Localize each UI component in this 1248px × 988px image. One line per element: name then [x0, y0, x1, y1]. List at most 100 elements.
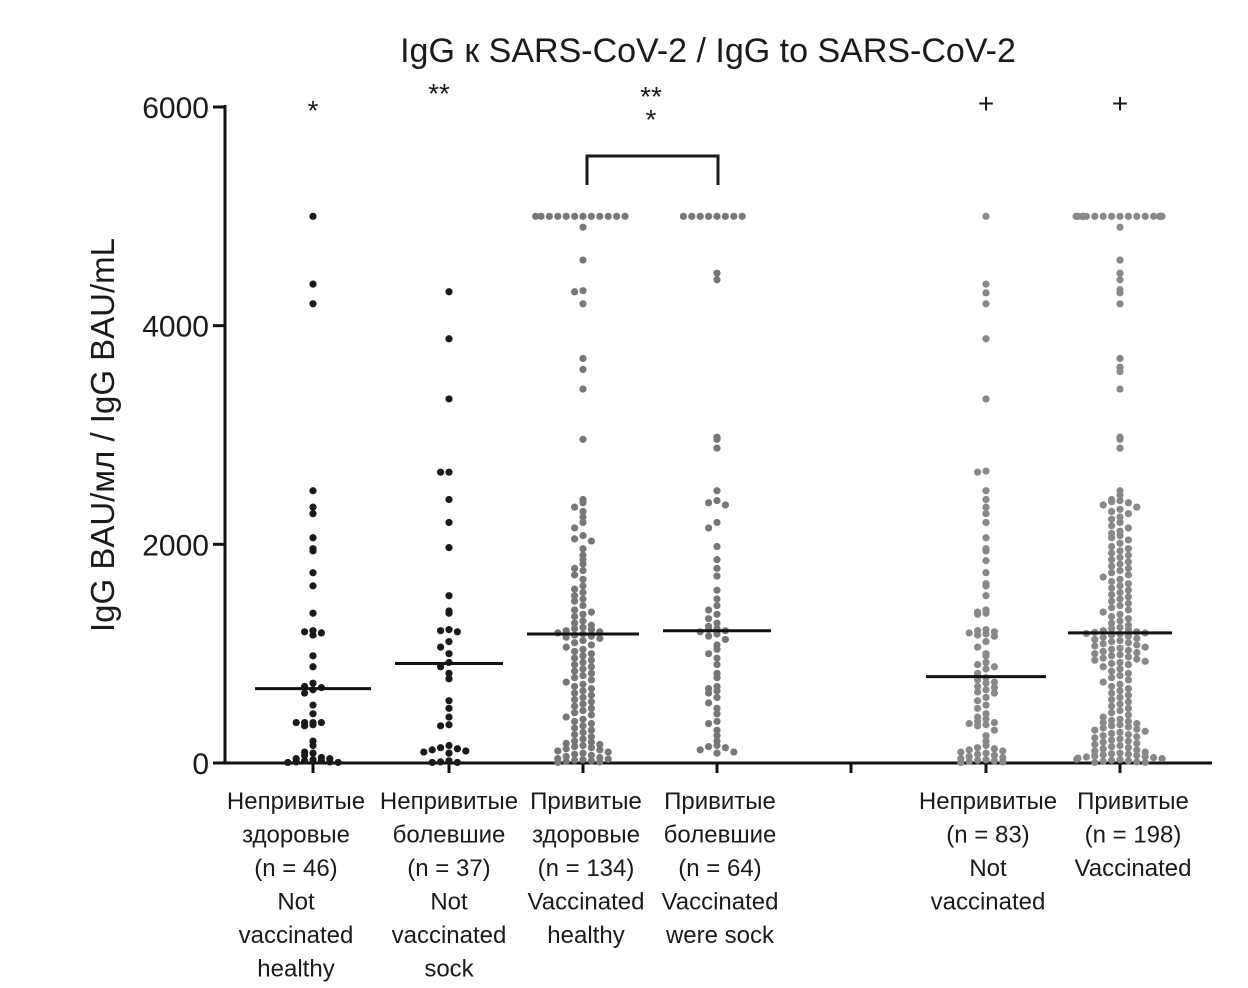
- axes: [223, 105, 1212, 773]
- data-point: [1108, 729, 1116, 738]
- data-point: [1099, 654, 1107, 662]
- chart-title: IgG к SARS-CoV-2 / IgG to SARS-CoV-2: [400, 32, 1016, 70]
- data-point: [1124, 586, 1132, 594]
- data-point: [713, 661, 721, 669]
- data-point: [1108, 716, 1116, 724]
- category-label-line: Vaccinated: [662, 889, 779, 916]
- data-point: [1108, 709, 1116, 717]
- data-point: [579, 652, 587, 660]
- data-point: [705, 212, 713, 220]
- data-point: [1108, 498, 1116, 506]
- data-point: [579, 595, 587, 603]
- data-point: [965, 757, 973, 765]
- data-point: [713, 444, 721, 452]
- category-labels: Непривитые здоровые (n = 46) Not vaccinated h…: [227, 788, 1192, 983]
- data-point: [974, 697, 982, 705]
- data-point: [713, 654, 721, 662]
- data-point: [713, 595, 721, 603]
- data-point: [1099, 663, 1107, 671]
- data-point: [309, 212, 317, 220]
- data-point: [579, 287, 587, 295]
- data-point: [309, 300, 317, 308]
- data-point: [571, 724, 579, 732]
- data-point: [579, 749, 587, 757]
- data-point: [587, 650, 596, 658]
- data-point: [1116, 636, 1124, 645]
- data-point: [982, 665, 990, 673]
- data-point: [1116, 435, 1124, 443]
- data-point: [1133, 739, 1141, 747]
- data-point: [309, 609, 317, 617]
- data-point: [596, 634, 604, 642]
- data-point: [587, 537, 596, 545]
- data-point: [537, 212, 545, 220]
- data-point: [982, 630, 990, 638]
- data-point: [982, 652, 990, 660]
- data-point: [562, 678, 570, 686]
- data-point: [579, 601, 587, 610]
- data-point: [532, 212, 540, 220]
- data-point: [1099, 738, 1107, 746]
- data-point: [1091, 747, 1099, 755]
- data-point: [1108, 743, 1116, 751]
- data-point: [604, 212, 612, 220]
- data-point: [713, 674, 721, 682]
- data-point: [301, 751, 309, 759]
- data-point: [1116, 497, 1124, 505]
- data-point: [1116, 513, 1124, 521]
- data-point: [713, 572, 721, 580]
- data-point: [679, 212, 688, 220]
- data-point: [571, 288, 579, 296]
- data-point: [445, 609, 453, 617]
- data-point: [990, 745, 999, 753]
- data-point: [1091, 726, 1099, 734]
- data-point: [982, 335, 990, 343]
- data-point: [713, 497, 721, 505]
- data-point: [1141, 643, 1149, 651]
- data-point: [1091, 650, 1099, 658]
- data-point: [437, 468, 445, 476]
- data-point: [596, 758, 604, 766]
- data-point: [1124, 717, 1132, 726]
- significance-marker: **: [428, 78, 450, 109]
- data-point: [1116, 595, 1124, 603]
- data-point: [1116, 212, 1124, 220]
- data-point: [982, 693, 990, 702]
- data-point: [1133, 503, 1141, 511]
- data-point: [1124, 545, 1132, 553]
- category-label-line: Привитые: [530, 788, 642, 815]
- data-point: [974, 682, 982, 691]
- data-point: [309, 582, 317, 590]
- category-label-line: Непривитые: [227, 788, 365, 815]
- data-point: [1124, 615, 1132, 623]
- data-point: [1108, 659, 1116, 668]
- data-point: [1091, 758, 1099, 767]
- data-point: [1116, 693, 1124, 702]
- data-point: [579, 566, 587, 575]
- data-point: [705, 689, 713, 697]
- data-point: [1116, 680, 1124, 688]
- data-point: [579, 223, 587, 231]
- data-point: [309, 487, 317, 495]
- data-point: [1116, 735, 1124, 743]
- data-point: [1124, 551, 1132, 559]
- data-point: [982, 710, 990, 718]
- data-point: [1108, 652, 1116, 660]
- data-point: [1108, 597, 1116, 605]
- data-point: [965, 752, 973, 761]
- data-point: [428, 758, 436, 767]
- data-point: [713, 645, 721, 653]
- data-point: [1116, 256, 1124, 264]
- category-label-line: (n = 64): [678, 855, 761, 882]
- data-point: [982, 395, 990, 403]
- data-point: [579, 385, 587, 393]
- data-point: [1091, 635, 1099, 644]
- data-point: [982, 467, 990, 475]
- data-point: [445, 544, 453, 552]
- significance-marker: +: [978, 88, 994, 119]
- data-point: [1133, 655, 1141, 663]
- data-point: [571, 524, 579, 532]
- data-point: [713, 619, 721, 627]
- data-point: [1099, 751, 1107, 759]
- data-point: [445, 741, 453, 750]
